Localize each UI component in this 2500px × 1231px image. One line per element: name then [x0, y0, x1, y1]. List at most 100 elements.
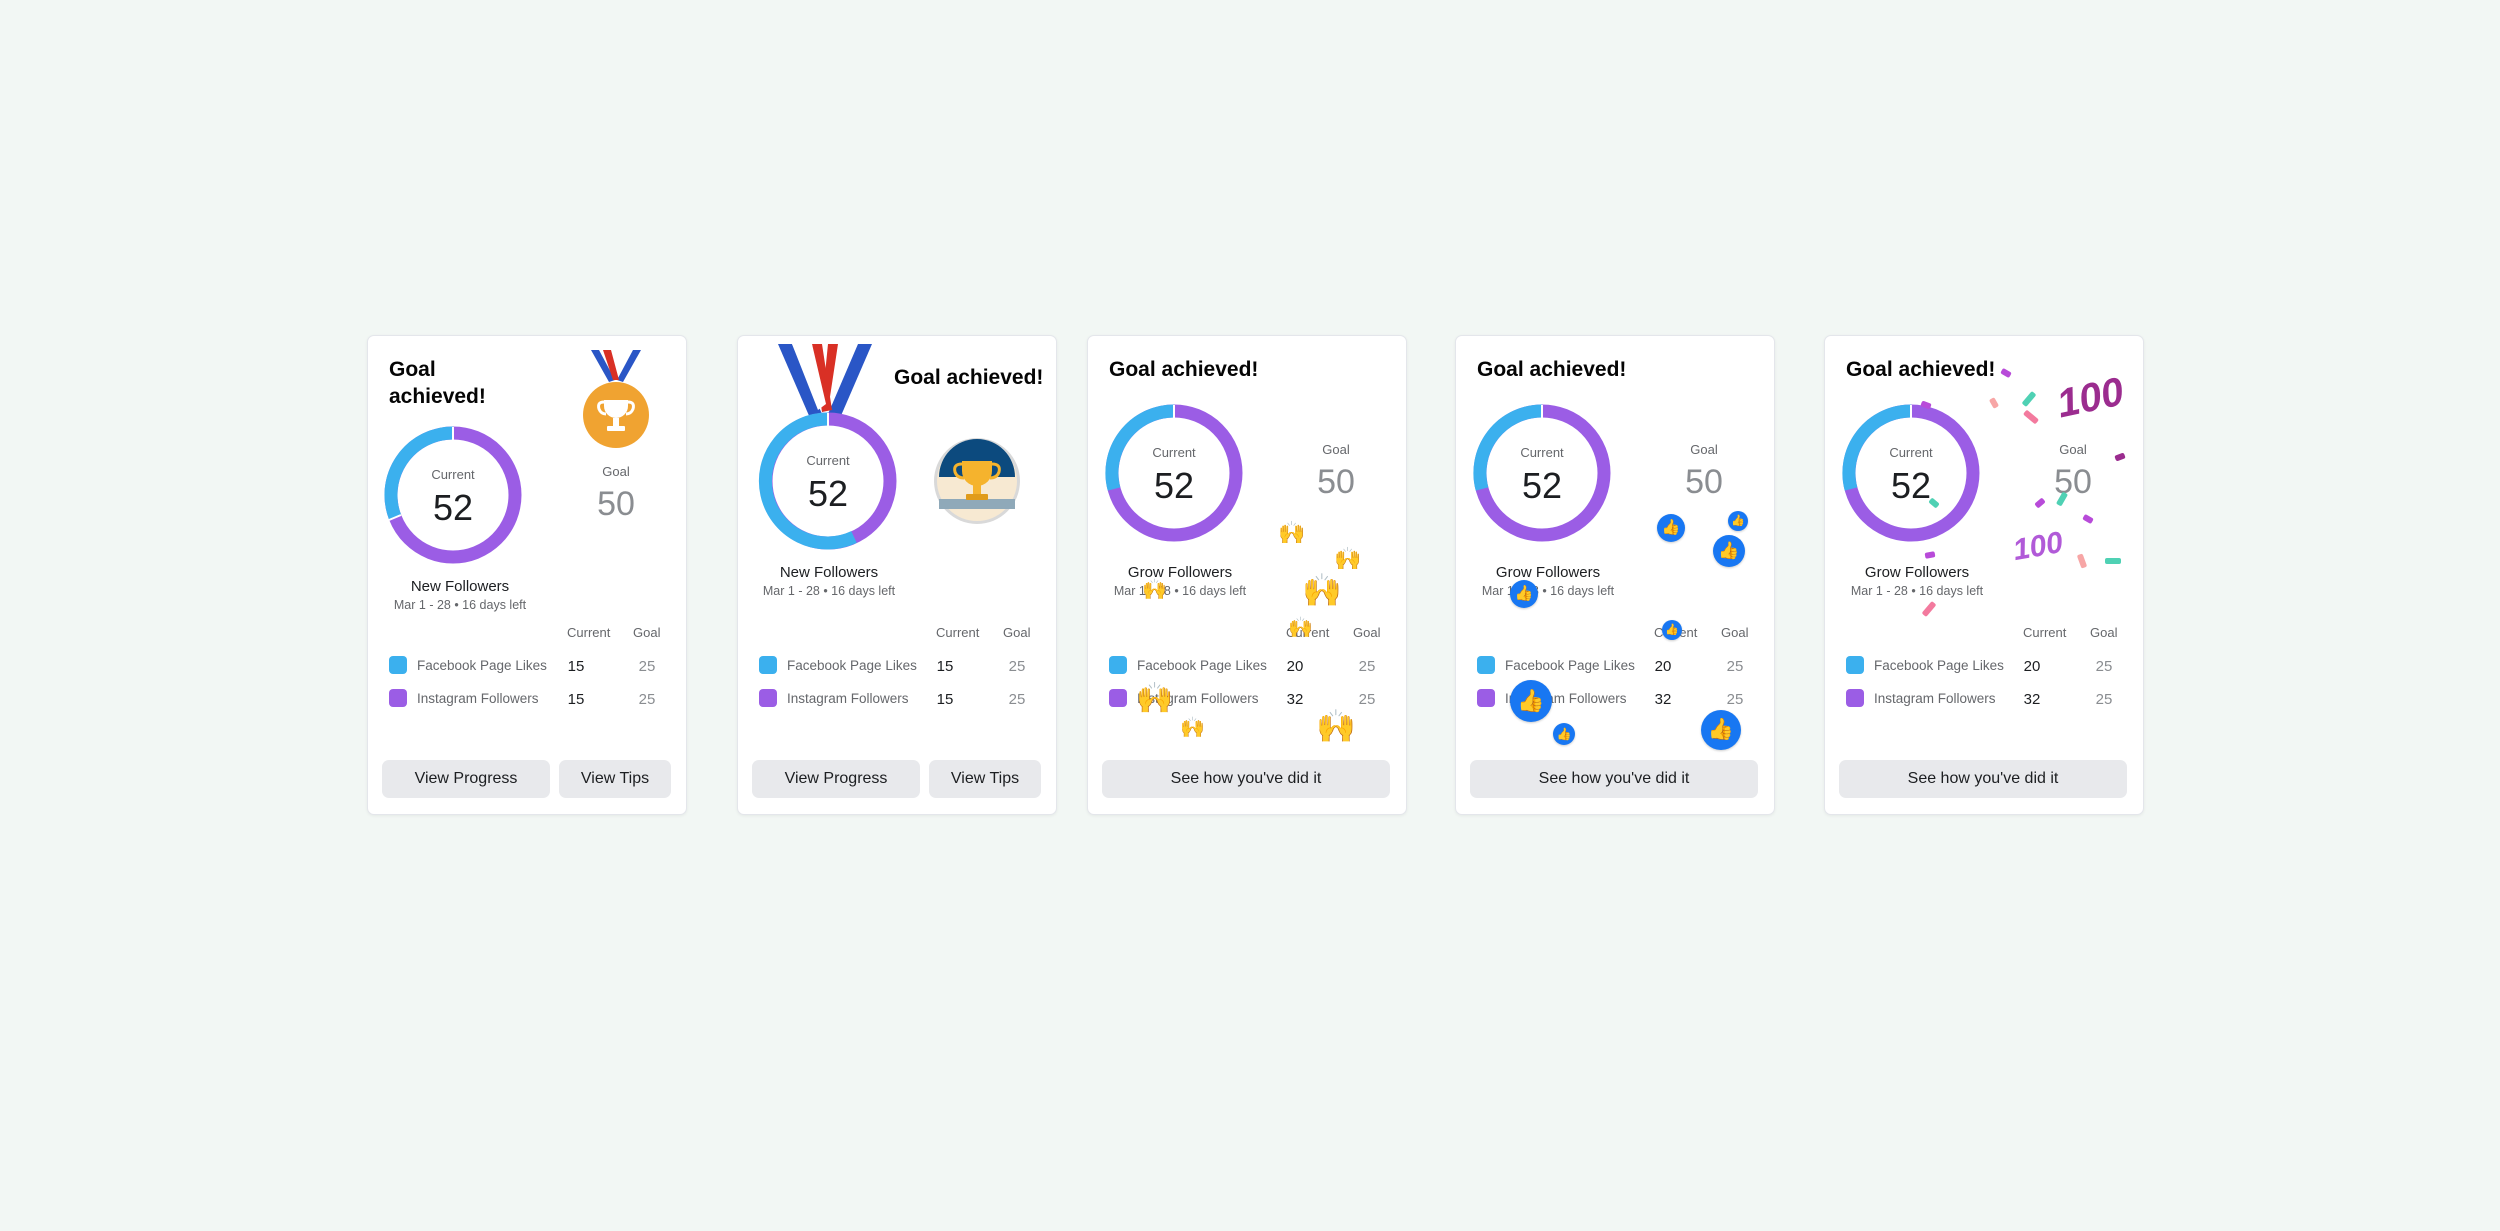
row-label: Facebook Page Likes	[1874, 658, 2004, 673]
col-goal-header: Goal	[633, 625, 661, 640]
row-label: Facebook Page Likes	[1137, 658, 1267, 673]
view-tips-button[interactable]: View Tips	[559, 760, 671, 798]
row-current: 15	[567, 691, 585, 708]
thumbs-up-icon: 👍	[1713, 535, 1745, 567]
thumbs-up-icon: 👍	[1662, 620, 1682, 640]
card-title: Goal achieved!	[894, 366, 1044, 389]
row-label: Facebook Page Likes	[417, 658, 547, 673]
goal-value: 50	[1317, 463, 1355, 501]
hundred-points-emoji: 100	[2010, 525, 2066, 568]
facebook-swatch	[1846, 656, 1864, 674]
instagram-swatch	[759, 689, 777, 707]
row-goal: 25	[638, 658, 656, 675]
row-current: 32	[1286, 691, 1304, 708]
col-current-header: Current	[567, 625, 611, 640]
confetti-piece	[2082, 513, 2094, 525]
thumbs-up-icon: 👍	[1657, 514, 1685, 542]
donut-center: Current 52	[1841, 403, 1981, 543]
confetti-piece	[1921, 600, 1937, 618]
current-value: 52	[432, 487, 474, 528]
goal-value: 50	[597, 485, 635, 523]
view-progress-button[interactable]: View Progress	[382, 760, 550, 798]
col-current-header: Current	[936, 625, 980, 640]
card-title: Goal achieved!	[389, 358, 486, 408]
col-goal-header: Goal	[1003, 625, 1031, 640]
col-current-header: Current	[2023, 625, 2067, 640]
view-progress-button[interactable]: View Progress	[752, 760, 920, 798]
goal-label: Goal	[2059, 442, 2087, 457]
row-label: Facebook Page Likes	[787, 658, 917, 673]
raising-hands-emoji: 🙌	[1136, 682, 1174, 715]
goal-name: Grow Followers	[1864, 564, 1970, 581]
goal-name: Grow Followers	[1495, 564, 1601, 581]
thumbs-up-icon: 👍	[1510, 680, 1552, 722]
goal-value: 50	[2054, 463, 2092, 501]
row-goal: 25	[1008, 691, 1026, 708]
row-goal: 25	[1358, 691, 1376, 708]
goal-label: Goal	[602, 464, 630, 479]
donut-center: Current 52	[1104, 403, 1244, 543]
see-how-button[interactable]: See how you've did it	[1102, 760, 1390, 798]
goal-label: Goal	[1690, 442, 1718, 457]
row-goal: 25	[1358, 658, 1376, 675]
row-goal: 25	[2095, 658, 2113, 675]
instagram-swatch	[1109, 689, 1127, 707]
instagram-swatch	[1846, 689, 1864, 707]
confetti-piece	[2105, 558, 2121, 564]
row-label: Facebook Page Likes	[1505, 658, 1635, 673]
current-value: 52	[1521, 465, 1563, 506]
col-current-header: Current	[1286, 625, 1330, 640]
progress-donut	[1105, 404, 1243, 542]
facebook-swatch	[1477, 656, 1495, 674]
row-label: Instagram Followers	[787, 691, 909, 706]
see-how-button[interactable]: See how you've did it	[1839, 760, 2127, 798]
progress-donut	[1473, 404, 1611, 542]
see-how-button[interactable]: See how you've did it	[1470, 760, 1758, 798]
raising-hands-emoji: 🙌	[1142, 579, 1167, 601]
goal-card-5: Goal achieved! Current 52 Goal 50 Grow F…	[1824, 335, 2144, 815]
medal-trophy-icon	[583, 350, 649, 448]
thumbs-up-icon: 👍	[1553, 723, 1575, 745]
current-value: 52	[1890, 465, 1932, 506]
current-value: 52	[807, 473, 849, 514]
goal-dates: Mar 1 - 28 • 16 days left	[393, 598, 527, 612]
col-goal-header: Goal	[2090, 625, 2118, 640]
row-label: Instagram Followers	[417, 691, 539, 706]
goal-name: Grow Followers	[1127, 564, 1233, 581]
row-current: 20	[1654, 658, 1672, 675]
thumbs-up-icon: 👍	[1701, 710, 1741, 750]
instagram-swatch	[1477, 689, 1495, 707]
raising-hands-emoji: 🙌	[1288, 617, 1313, 639]
raising-hands-emoji: 🙌	[1302, 572, 1342, 608]
goal-name: New Followers	[779, 564, 879, 581]
card-title: Goal achieved!	[1477, 358, 1627, 381]
current-label: Current	[1152, 445, 1196, 460]
goal-block: Goal 50	[1296, 442, 1376, 502]
row-goal: 25	[1008, 658, 1026, 675]
goal-card-1: Goal achieved! Current 52 Goal 50 New Fo…	[367, 335, 687, 815]
row-goal: 25	[1726, 658, 1744, 675]
row-label: Instagram Followers	[1874, 691, 1996, 706]
goal-dates: Mar 1 - 28 • 16 days left	[762, 584, 896, 598]
raising-hands-emoji: 🙌	[1316, 708, 1356, 744]
current-value: 52	[1153, 465, 1195, 506]
current-label: Current	[806, 453, 850, 468]
view-tips-button[interactable]: View Tips	[929, 760, 1041, 798]
row-current: 20	[2023, 658, 2041, 675]
donut-center: Current 52	[383, 425, 523, 565]
trophy-badge-icon	[934, 438, 1020, 524]
instagram-swatch	[389, 689, 407, 707]
row-goal: 25	[638, 691, 656, 708]
goal-name: New Followers	[410, 578, 510, 595]
goal-label: Goal	[1322, 442, 1350, 457]
goal-dates: Mar 1 - 28 • 16 days left	[1850, 584, 1984, 598]
row-current: 15	[567, 658, 585, 675]
col-goal-header: Goal	[1353, 625, 1381, 640]
goal-block: Goal 50	[2033, 442, 2113, 502]
row-goal: 25	[1726, 691, 1744, 708]
facebook-swatch	[759, 656, 777, 674]
goal-block: Goal 50	[576, 464, 656, 524]
row-current: 32	[2023, 691, 2041, 708]
goal-card-3: Goal achieved! Current 52 Goal 50 Grow F…	[1087, 335, 1407, 815]
card-title: Goal achieved!	[1109, 358, 1259, 381]
